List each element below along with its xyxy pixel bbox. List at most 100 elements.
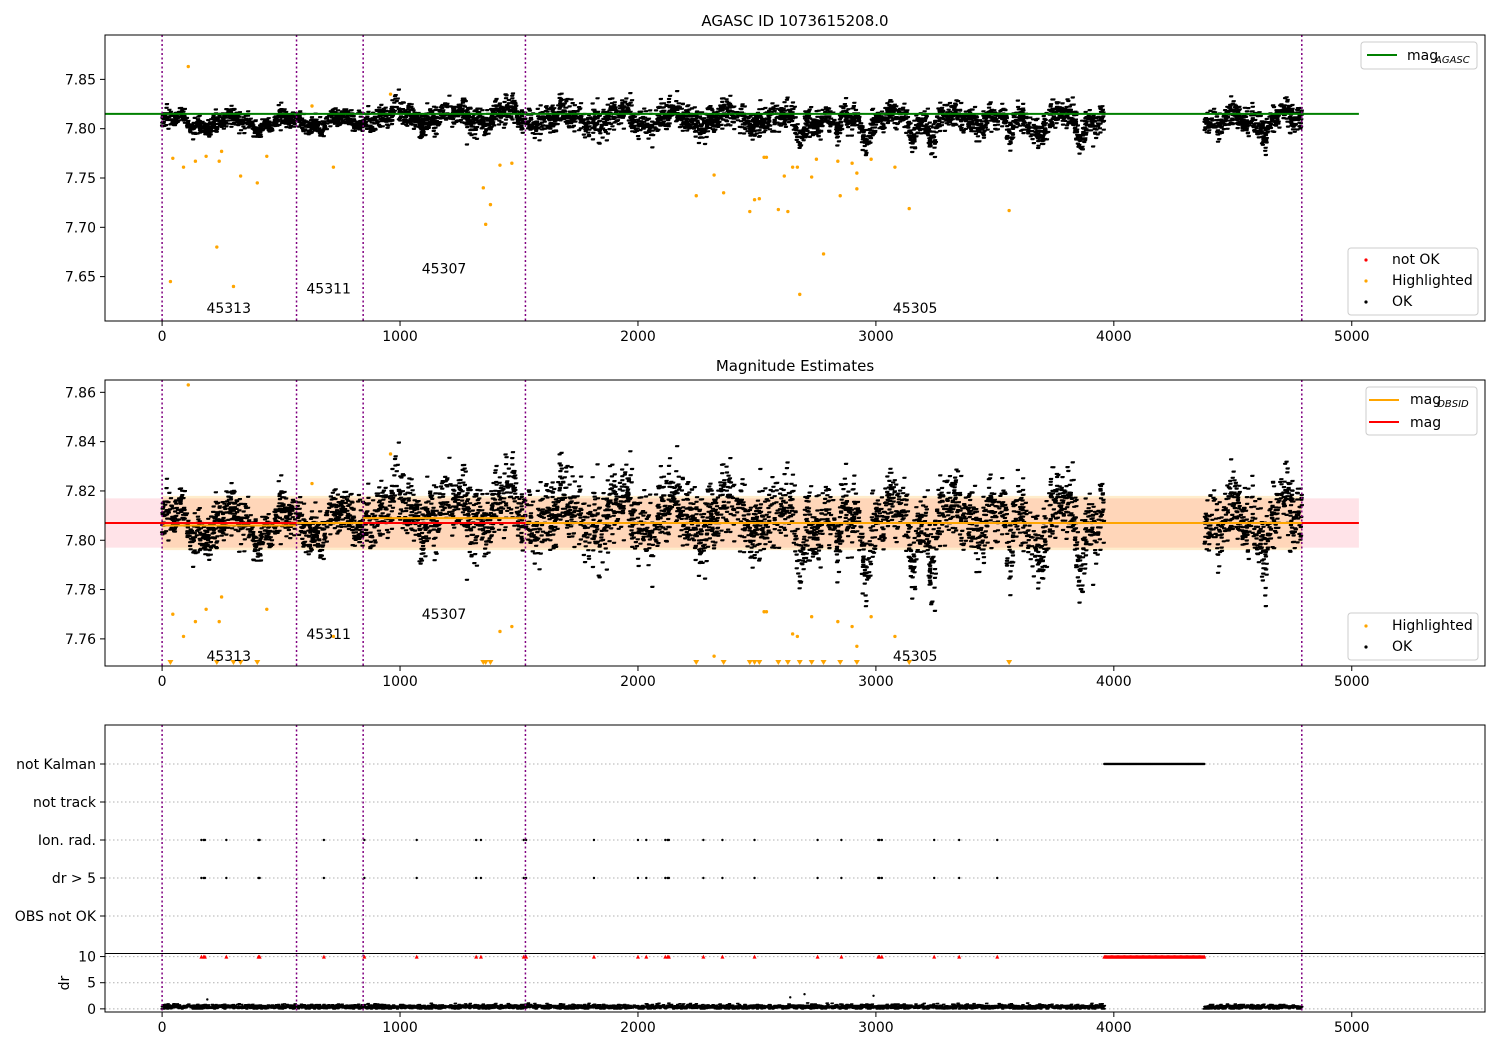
flag-marker [522,876,525,880]
flag-marker [702,838,705,842]
highlighted-point [193,159,198,163]
flag-marker [816,876,819,880]
highlighted-point [481,186,486,190]
x-tick-label: 5000 [1334,329,1370,345]
highlighted-point [893,634,897,639]
highlighted-clipped-marker [775,660,782,665]
flag-marker [225,876,228,880]
dr-clipped-marker [644,954,649,959]
highlighted-point [488,202,493,207]
flag-marker [996,838,999,842]
highlighted-point [217,619,221,624]
x-tick-label: 3000 [858,1020,894,1036]
dr-y-tick-label: 0 [87,1002,96,1018]
highlighted-point [510,624,514,629]
highlighted-point [331,165,336,169]
highlighted-clipped-marker [1006,660,1013,665]
highlighted-point [265,154,269,159]
highlighted-point [310,481,314,486]
ok-points [159,88,1304,159]
flag-marker [957,838,961,842]
highlighted-clipped-marker [756,660,763,665]
flag-marker [645,876,648,880]
flag-marker [322,876,326,880]
dr-clipped-marker [932,954,937,959]
highlighted-point [809,175,814,179]
highlighted-point [893,165,897,169]
highlighted-point [694,194,698,198]
dr-clipped-marker [635,954,640,959]
highlighted-point [850,624,854,629]
x-tick-label: 1000 [382,1020,418,1036]
x-tick-label: 4000 [1096,329,1132,345]
panel-magnitude-axes: 0 1000 2000 3000 4000 5000 7.76 7.78 7.80 7.82 7.8… [65,385,1370,690]
dr-y-tick-label: 5 [87,976,96,992]
obsid-label: 45305 [893,301,938,317]
x-tick-label: 0 [158,1020,167,1036]
highlighted-point [855,171,859,175]
panel-flags: not Kalman not track Ion. rad. dr > 5 OBS no… [15,724,1486,1036]
legend-mag-agasc-label: mag [1407,48,1438,64]
flag-marker [840,838,843,842]
x-tick-label: 3000 [858,674,894,690]
highlighted-point [850,161,854,165]
flag-marker [753,876,756,880]
highlighted-clipped-marker [853,660,860,665]
obsid-label: 45311 [306,627,351,643]
highlighted-point [193,619,198,624]
highlighted-point [498,629,502,634]
dr-clipped-marker [815,954,820,959]
panel-magnitude-frame [104,379,1486,667]
legend-highlighted-label: Highlighted [1392,273,1473,289]
highlighted-point [809,614,814,619]
x-tick-label: 3000 [858,329,894,345]
panel-agasc-legend-points: not OK Highlighted OK [1347,247,1479,316]
dr-clipped-marker [257,954,262,959]
flag-marker [664,876,667,880]
dr-clipped-marker [478,954,483,959]
flag-marker [322,838,326,842]
dr-clipped-marker [957,954,962,959]
dr-clipped-marker [321,954,326,959]
y-tick-label: 7.85 [65,72,96,88]
dr-outlier [803,993,806,996]
panel-flags-axes: not Kalman not track Ion. rad. dr > 5 OBS no… [15,757,1370,1036]
highlighted-point [388,452,393,456]
dr-clipped-marker [752,954,757,959]
x-tick-label: 1000 [382,674,418,690]
flag-marker [592,876,596,880]
highlighted-point [168,279,173,284]
obsid-label: 45311 [306,281,351,297]
legend-ok-marker [1364,300,1368,304]
dr-clipped-marker [839,954,844,959]
obsid-label: 45313 [206,649,251,665]
y-tick-label: 7.76 [65,632,96,648]
highlighted-point [795,165,800,169]
highlighted-clipped-marker [693,660,700,665]
highlighted-point [790,632,795,636]
highlighted-point [388,92,393,96]
dr-points [160,1002,1304,1010]
highlighted-point [712,173,716,177]
y-tick-label: 7.84 [65,435,96,451]
highlighted-point [748,209,752,214]
highlighted-point [762,610,766,614]
dr-clipped-marker [362,954,367,959]
x-tick-label: 1000 [382,329,418,345]
highlighted-clipped-marker [237,660,244,665]
highlighted-point [782,174,786,178]
flag-marker [258,838,261,842]
obsid-label: 45307 [422,262,467,278]
panel-magnitude-legend-points: Highlighted OK [1347,612,1479,661]
highlighted-point [869,614,873,619]
dr-clipped-marker [995,954,1000,959]
highlighted-point [814,157,819,161]
highlighted-point [219,149,224,154]
y-tick-label: 7.80 [65,533,96,549]
highlighted-point [483,222,488,227]
panel-agasc-legend-line: mag AGASC [1360,41,1478,70]
highlighted-point [1007,208,1011,213]
dr-clipped-marker [879,954,884,959]
highlighted-point [795,634,800,639]
flag-marker [592,838,596,842]
